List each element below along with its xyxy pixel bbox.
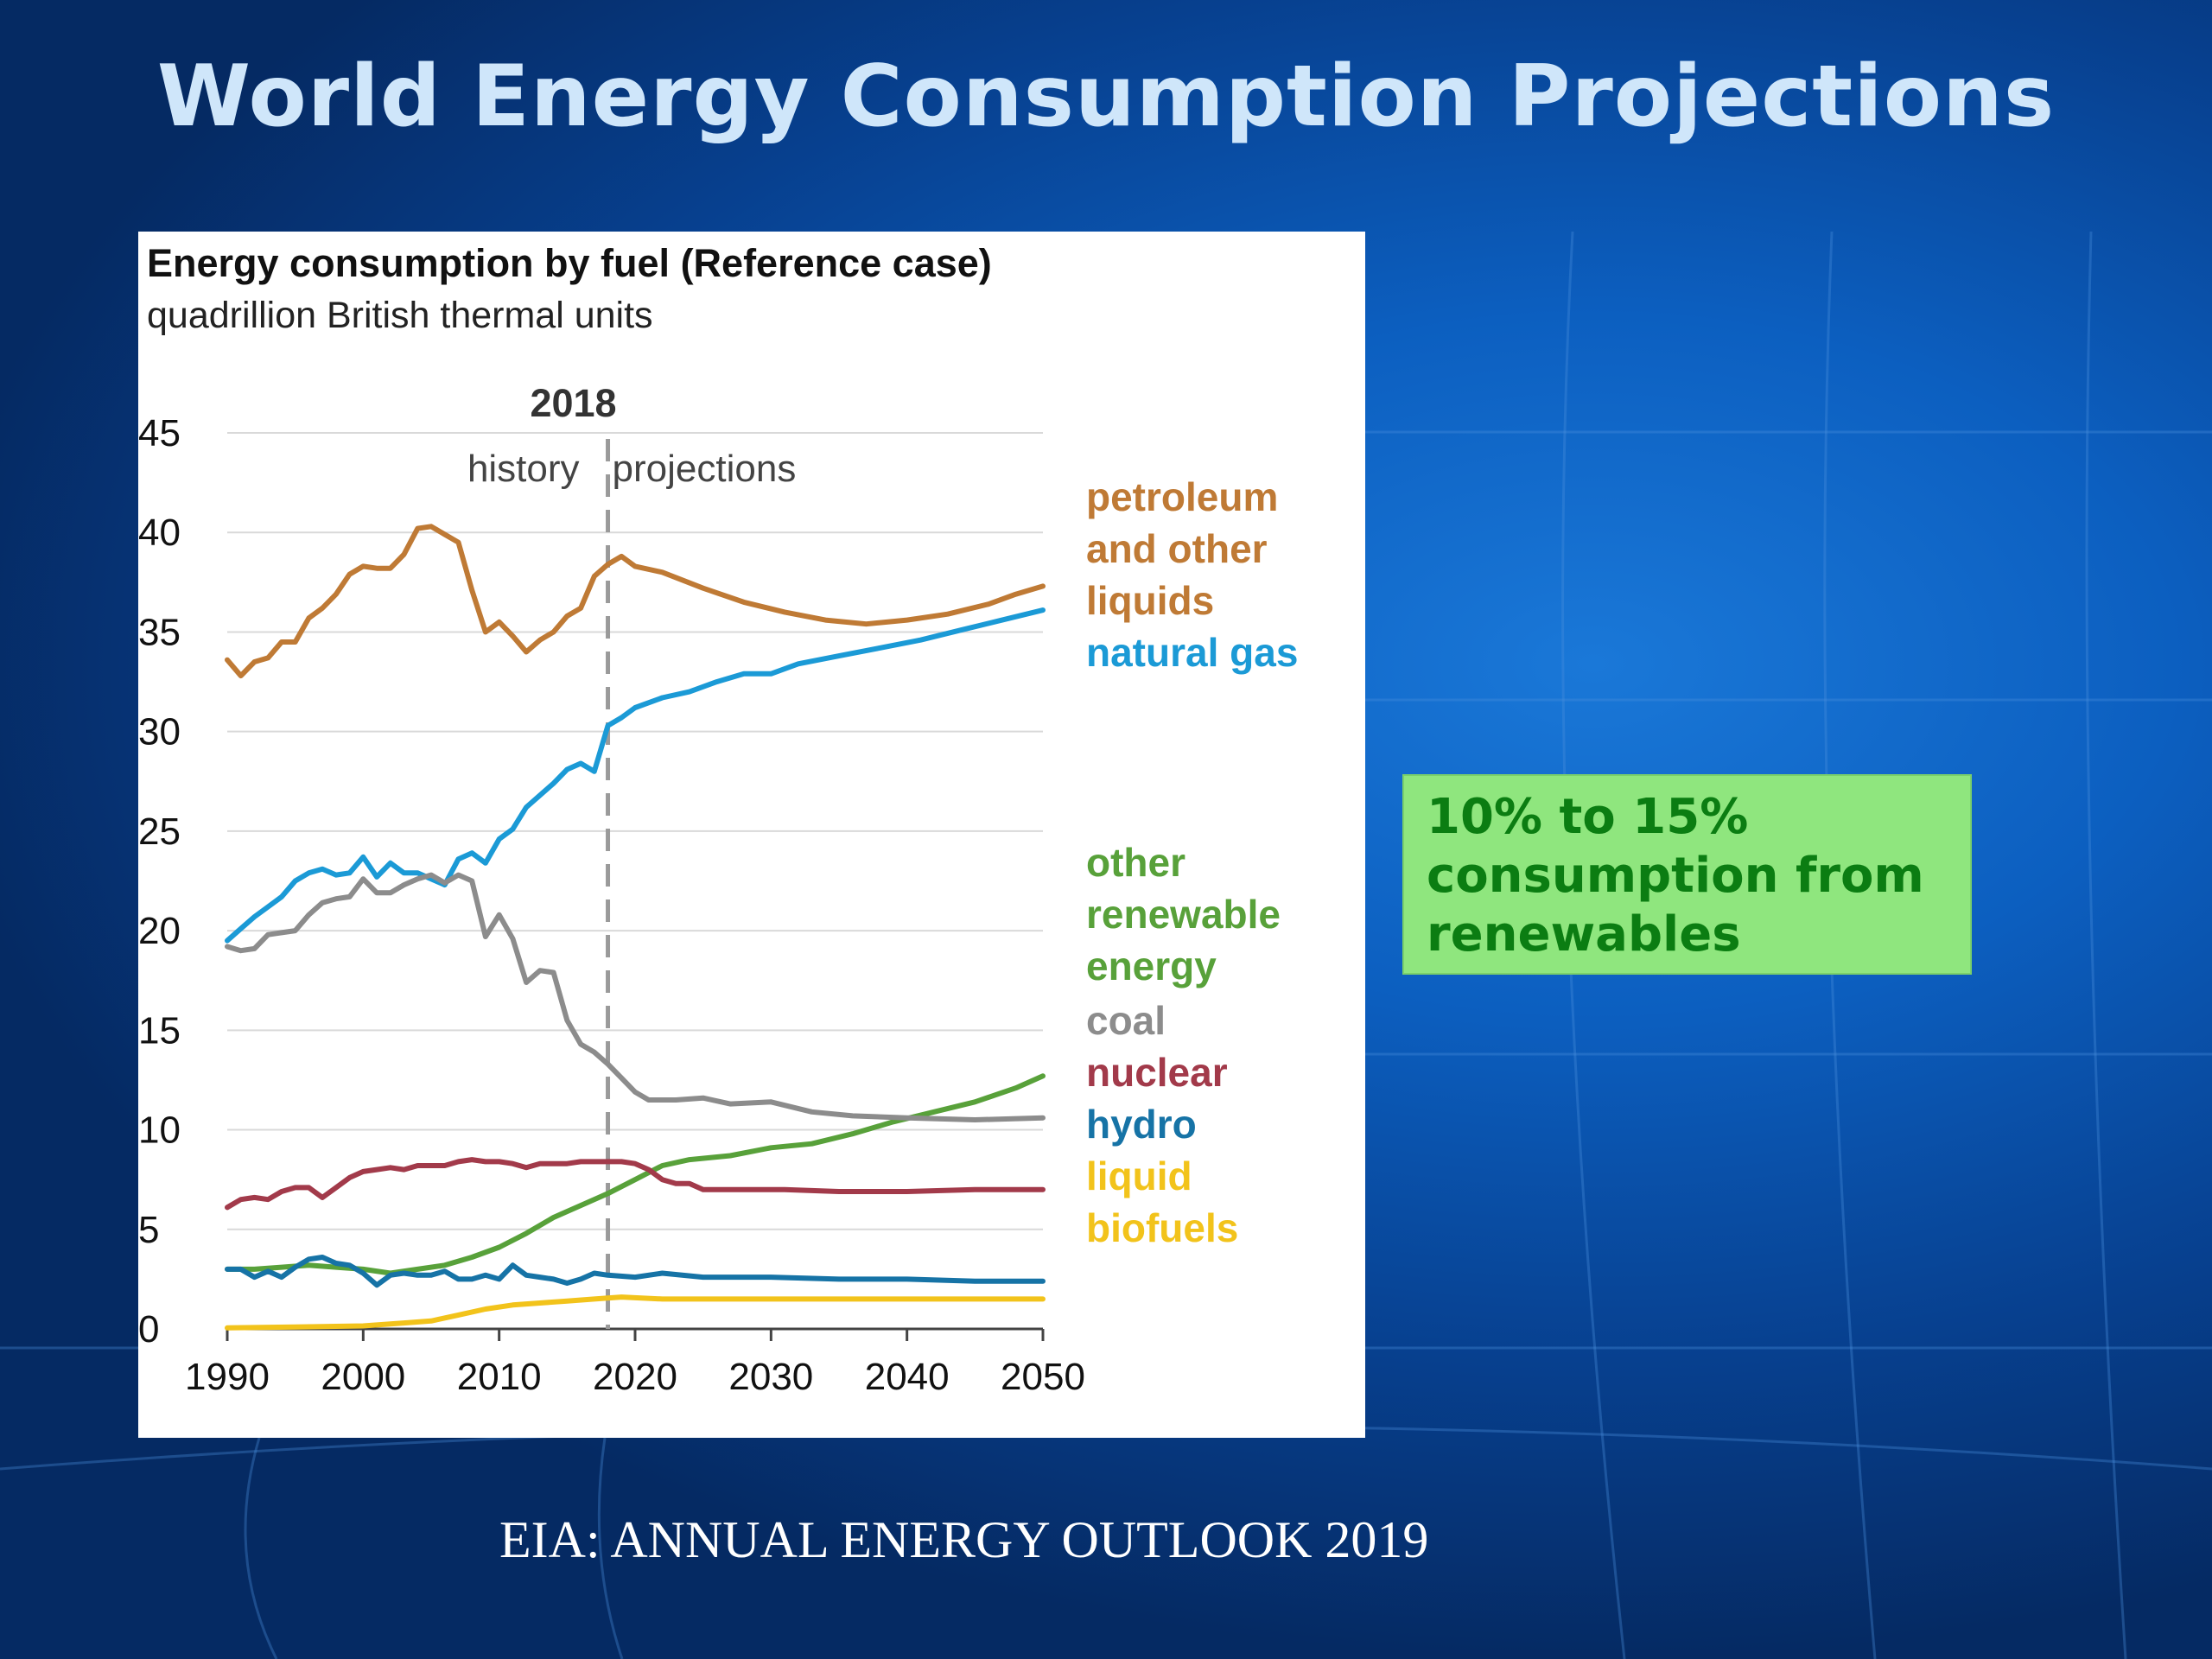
x-tick-label: 2020 bbox=[593, 1356, 677, 1398]
x-tick-label: 2040 bbox=[865, 1356, 950, 1398]
divider: 2018 history projections bbox=[467, 381, 796, 1329]
series-line bbox=[225, 1073, 1046, 1276]
x-tick-label: 2010 bbox=[457, 1356, 542, 1398]
y-tick-label: 20 bbox=[138, 910, 181, 952]
series-line bbox=[225, 524, 1046, 679]
x-tick-label: 1990 bbox=[185, 1356, 270, 1398]
chart-subtitle: quadrillion British thermal units bbox=[147, 295, 653, 336]
divider-year-label: 2018 bbox=[530, 381, 616, 425]
y-tick-label: 40 bbox=[138, 512, 181, 554]
series-label: hydro bbox=[1086, 1102, 1197, 1147]
line-chart: Energy consumption by fuel (Reference ca… bbox=[138, 241, 1298, 1398]
y-tick-label: 15 bbox=[138, 1009, 181, 1052]
x-tick-label: 2050 bbox=[1001, 1356, 1085, 1398]
slide-title: World Energy Consumption Projections bbox=[156, 48, 2056, 146]
series-labels: petroleum and other liquids natural gas othe… bbox=[1086, 474, 1298, 1250]
projections-label: projections bbox=[613, 448, 797, 490]
series-line bbox=[225, 1157, 1046, 1211]
series-line bbox=[225, 872, 1046, 1122]
series-label: coal bbox=[1086, 998, 1166, 1043]
x-tick-label: 2030 bbox=[728, 1356, 813, 1398]
y-tick-label: 10 bbox=[138, 1109, 181, 1152]
y-tick-label: 30 bbox=[138, 711, 181, 753]
y-tick-label: 5 bbox=[138, 1209, 159, 1251]
y-tick-label: 35 bbox=[138, 611, 181, 653]
y-tick-label: 0 bbox=[138, 1308, 159, 1351]
series-line bbox=[225, 1255, 1046, 1288]
series-label: nuclear bbox=[1086, 1050, 1228, 1095]
history-label: history bbox=[467, 448, 580, 490]
series-label: petroleum and other liquids bbox=[1086, 474, 1278, 623]
source-caption: EIA: ANNUAL ENERGY OUTLOOK 2019 bbox=[499, 1511, 1429, 1568]
axes: 0 5 10 15 20 25 30 35 40 45 1990 2000 2010 2020 2030 20… bbox=[138, 412, 1085, 1398]
y-tick-label: 45 bbox=[138, 412, 181, 454]
series-line bbox=[225, 1294, 1046, 1331]
chart-title: Energy consumption by fuel (Reference ca… bbox=[147, 241, 992, 285]
series-label: natural gas bbox=[1086, 630, 1298, 675]
renewables-callout: 10% to 15% consumption from renewables bbox=[1402, 774, 1972, 975]
series-line bbox=[225, 607, 1046, 944]
series-label: liquid biofuels bbox=[1086, 1154, 1238, 1250]
chart-panel: Energy consumption by fuel (Reference ca… bbox=[138, 232, 1365, 1438]
x-tick-label: 2000 bbox=[321, 1356, 405, 1398]
grid-lines bbox=[227, 432, 1043, 1230]
series-lines bbox=[225, 524, 1046, 1331]
series-label: other renewable energy bbox=[1086, 840, 1281, 988]
y-tick-label: 25 bbox=[138, 810, 181, 853]
